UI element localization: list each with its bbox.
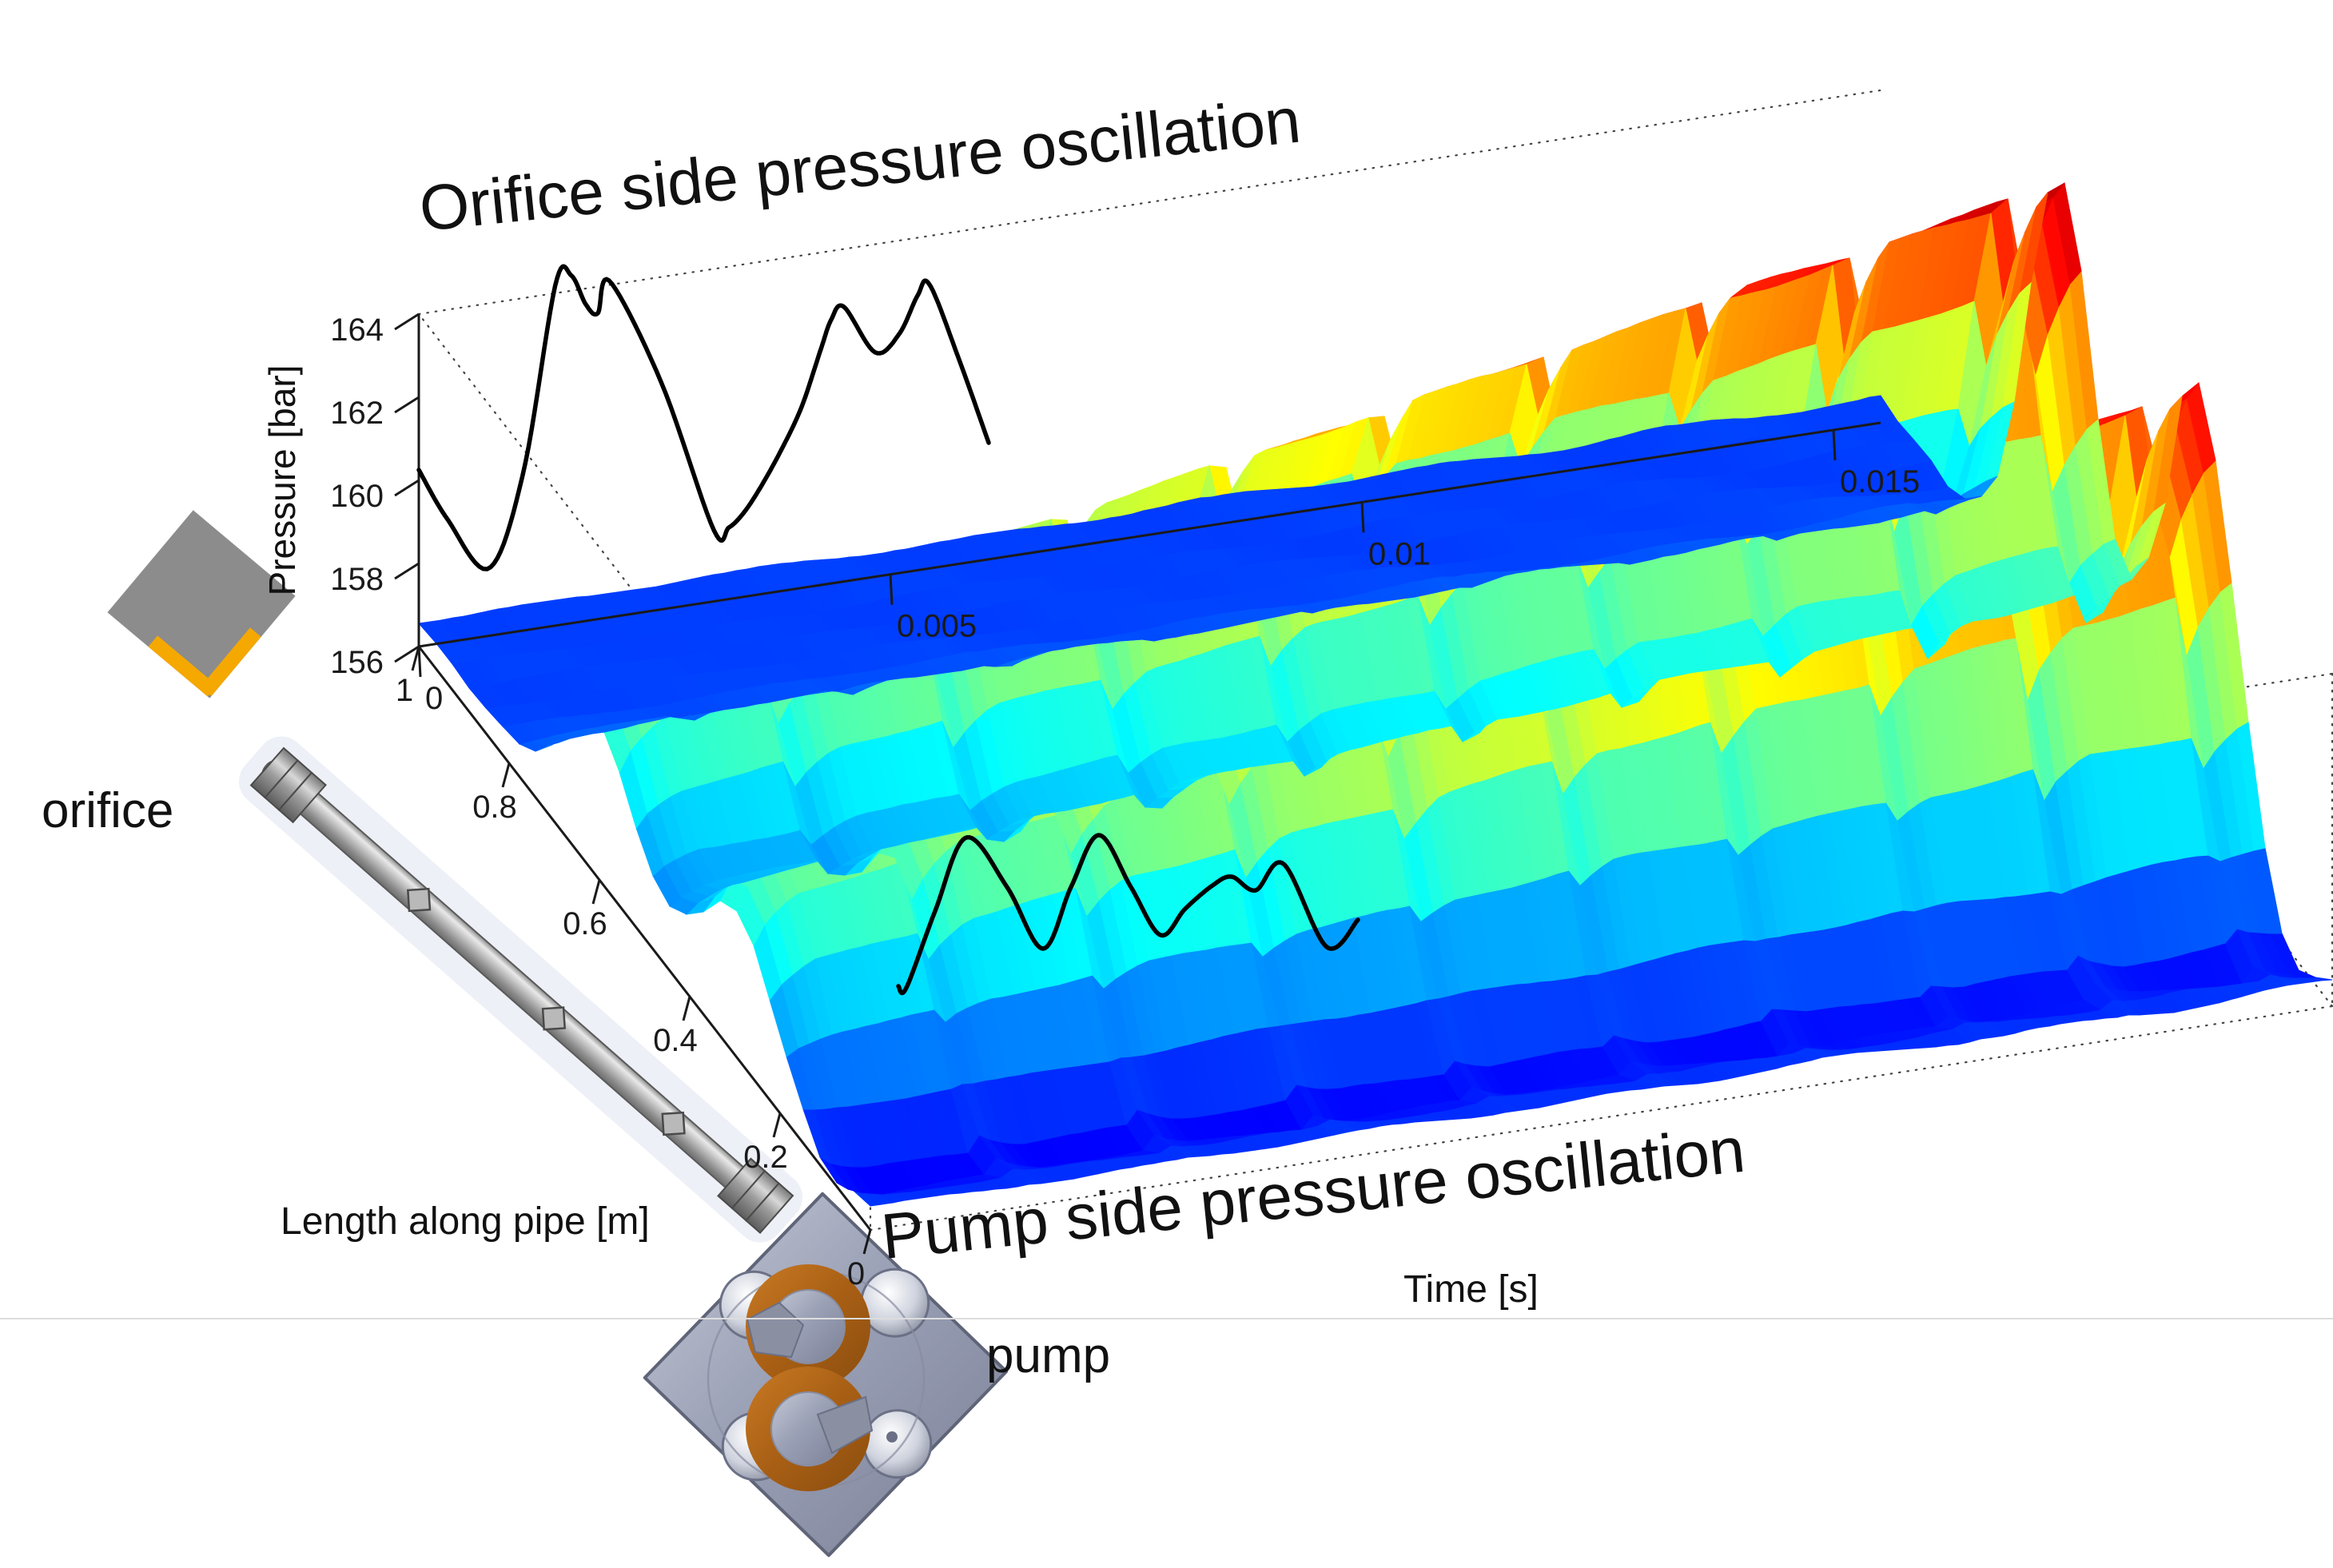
svg-text:158: 158 — [330, 562, 384, 597]
svg-text:0.8: 0.8 — [472, 790, 517, 825]
svg-text:0.015: 0.015 — [1840, 464, 1920, 499]
svg-text:0: 0 — [425, 681, 443, 716]
svg-text:orifice: orifice — [42, 783, 173, 838]
svg-text:0: 0 — [847, 1256, 865, 1291]
svg-text:Orifice side pressure oscillat: Orifice side pressure oscillation — [416, 84, 1304, 244]
svg-text:Pressure [bar]: Pressure [bar] — [261, 365, 303, 596]
svg-text:162: 162 — [330, 396, 384, 431]
svg-text:Length along pipe [m]: Length along pipe [m] — [281, 1200, 650, 1243]
svg-text:1: 1 — [396, 673, 413, 708]
svg-text:0.01: 0.01 — [1368, 536, 1431, 571]
svg-text:156: 156 — [330, 645, 384, 680]
svg-text:160: 160 — [330, 479, 384, 514]
svg-text:0.6: 0.6 — [563, 906, 607, 941]
svg-text:0.005: 0.005 — [897, 609, 977, 644]
svg-text:164: 164 — [330, 312, 384, 348]
svg-text:0.2: 0.2 — [743, 1140, 788, 1175]
svg-text:0.4: 0.4 — [653, 1023, 698, 1058]
svg-text:Time [s]: Time [s] — [1403, 1268, 1539, 1311]
svg-text:pump: pump — [986, 1328, 1110, 1383]
